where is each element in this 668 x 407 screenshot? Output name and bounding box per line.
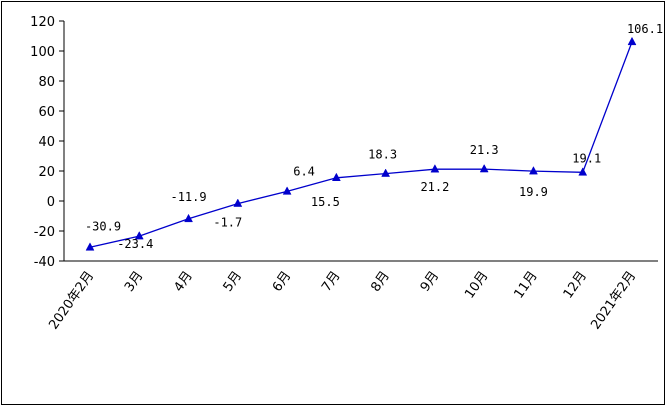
x-tick-label: 10月 [462,269,491,302]
y-tick-label: 120 [30,15,55,30]
x-tick-label: 11月 [511,269,540,302]
data-label: -23.4 [117,237,153,251]
axes [59,20,658,262]
y-tick-label: 100 [30,45,55,60]
y-tick-label: 60 [38,105,55,120]
y-tick-label: 20 [38,165,55,180]
data-point-marker [282,186,292,195]
data-label: 21.3 [470,143,499,157]
data-point-marker [381,168,391,177]
data-labels: -30.9 -23.4 -11.9 -1.7 6.4 15.5 18.3 21.2 21.3 19… [85,22,663,251]
y-tick-label: -20 [34,225,55,240]
series-group [85,36,637,251]
data-point-marker [134,231,144,240]
data-label: 18.3 [368,148,397,162]
data-point-marker [529,166,538,175]
data-point-marker [233,198,243,207]
x-tick-label: 6月 [270,269,294,295]
data-label: 19.9 [519,185,548,199]
x-tick-label: 2020年2月 [46,269,97,333]
x-tick-label: 5月 [221,269,245,295]
series-line [89,41,633,248]
x-tick-label: 12月 [561,269,590,302]
data-label: 19.1 [572,151,601,165]
data-label: -1.7 [213,216,242,230]
data-point-marker [430,164,440,173]
data-label: 15.5 [311,195,340,209]
data-label: 106.1 [627,22,663,36]
y-tick-label: -40 [34,255,55,270]
y-tick-labels: -40 -20 0 20 40 60 80 100 120 [30,15,55,270]
data-label: 21.2 [420,180,449,194]
y-tick-label: 0 [47,195,55,210]
data-point-marker [578,167,588,176]
y-tick-label: 80 [38,75,55,90]
data-point-marker [184,213,193,223]
x-tick-label: 4月 [171,269,195,295]
x-tick-label: 7月 [319,269,343,295]
x-tick-label: 2021年2月 [588,269,639,333]
x-tick-label: 8月 [368,269,392,295]
data-label: -11.9 [170,190,206,204]
x-tick-label: 9月 [418,269,442,295]
y-tick-label: 40 [38,135,55,150]
x-tick-label: 3月 [122,269,146,295]
data-label: 6.4 [293,164,315,178]
data-point-marker [85,242,95,251]
data-point-marker [627,36,637,46]
data-point-marker [331,172,341,181]
data-point-marker [479,164,489,173]
data-label: -30.9 [85,219,121,233]
